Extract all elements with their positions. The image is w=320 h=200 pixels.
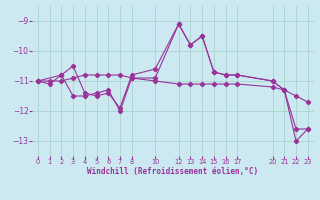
X-axis label: Windchill (Refroidissement éolien,°C): Windchill (Refroidissement éolien,°C) — [87, 167, 258, 176]
